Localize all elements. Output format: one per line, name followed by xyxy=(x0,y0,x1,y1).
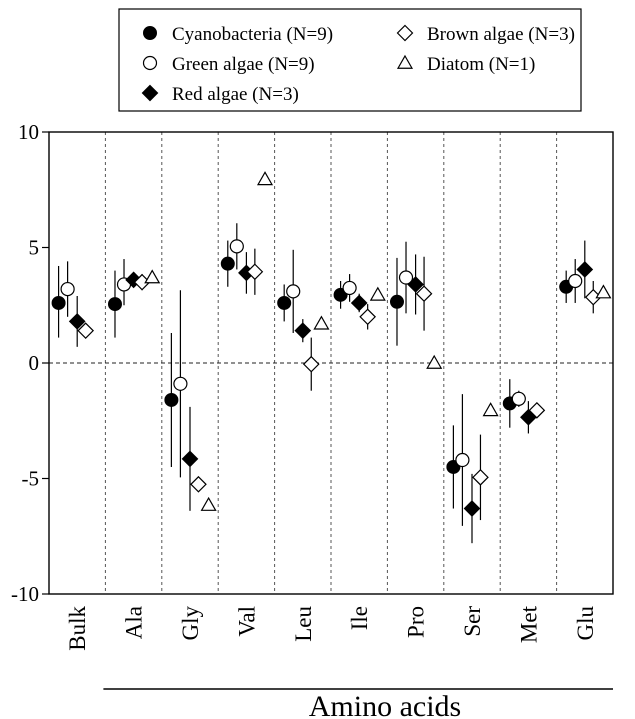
series-green-algae xyxy=(60,223,583,526)
data-point xyxy=(77,322,95,340)
data-point xyxy=(277,295,292,310)
legend-box xyxy=(118,8,582,112)
x-category-label: Bulk xyxy=(65,606,90,651)
x-category-label: Ala xyxy=(122,606,147,639)
data-point xyxy=(229,239,244,254)
data-point xyxy=(190,475,207,493)
x-category-label: Val xyxy=(234,606,259,637)
data-point xyxy=(568,273,583,289)
data-point xyxy=(463,500,481,517)
data-point xyxy=(200,496,217,511)
x-axis-title: Amino acids xyxy=(309,690,461,719)
legend-marker xyxy=(142,55,158,71)
data-point xyxy=(576,261,594,278)
data-point xyxy=(68,313,86,330)
legend-label: Red algae (N=3) xyxy=(172,84,299,105)
data-point xyxy=(107,297,122,312)
y-tick-label: 0 xyxy=(29,351,40,375)
legend-label: Brown algae (N=3) xyxy=(427,24,575,45)
x-category-label: Glu xyxy=(573,606,598,641)
data-point xyxy=(51,295,66,310)
legend-label: Diatom (N=1) xyxy=(427,54,535,75)
legend-label: Cyanobacteria (N=9) xyxy=(172,24,333,45)
data-point xyxy=(511,391,526,406)
data-point xyxy=(164,392,179,407)
data-point xyxy=(294,322,312,340)
data-point xyxy=(342,280,357,296)
x-category-label: Ser xyxy=(460,606,485,637)
x-category-label: Leu xyxy=(291,606,316,642)
data-point xyxy=(595,284,612,299)
data-point xyxy=(528,402,546,419)
legend-marker xyxy=(141,84,159,102)
y-tick-label: -10 xyxy=(11,582,39,606)
x-category-label: Gly xyxy=(178,606,203,641)
data-point xyxy=(359,308,377,326)
data-point xyxy=(407,276,424,293)
legend: Cyanobacteria (N=9) Green algae (N=9) Red … xyxy=(118,8,582,112)
data-point xyxy=(313,315,330,330)
data-point xyxy=(302,355,320,373)
x-category-label: Pro xyxy=(404,606,429,638)
data-point xyxy=(256,171,274,186)
data-point xyxy=(60,281,75,297)
x-axis: Bulk Ala Gly Val Leu Ile Pro Ser Met Glu xyxy=(65,605,598,650)
data-point xyxy=(415,285,433,303)
x-category-label: Met xyxy=(516,605,541,643)
y-tick-label: 5 xyxy=(29,236,40,260)
data-point xyxy=(350,294,368,312)
data-point xyxy=(173,376,188,391)
y-tick-label: -5 xyxy=(22,467,40,491)
legend-marker xyxy=(396,54,414,69)
data-marks xyxy=(51,171,612,544)
data-point xyxy=(472,468,489,486)
series-diatom xyxy=(144,171,612,511)
data-point xyxy=(426,354,443,369)
legend-marker xyxy=(143,26,157,40)
data-point xyxy=(398,270,414,285)
series-brown-algae xyxy=(77,248,602,521)
data-point xyxy=(286,284,301,299)
legend-marker xyxy=(396,24,414,42)
x-category-label: Ile xyxy=(347,606,372,630)
data-point xyxy=(389,294,404,309)
data-point xyxy=(369,286,386,301)
data-point xyxy=(246,263,264,281)
series-red-algae xyxy=(68,240,594,544)
data-point xyxy=(220,256,235,271)
y-tick-label: 10 xyxy=(18,120,39,144)
legend-label: Green algae (N=9) xyxy=(172,54,315,75)
data-point xyxy=(482,402,499,417)
data-point xyxy=(144,269,161,284)
y-axis: 10 5 0 -5 -10 xyxy=(11,120,49,606)
data-point xyxy=(181,450,199,468)
data-point xyxy=(455,452,470,468)
